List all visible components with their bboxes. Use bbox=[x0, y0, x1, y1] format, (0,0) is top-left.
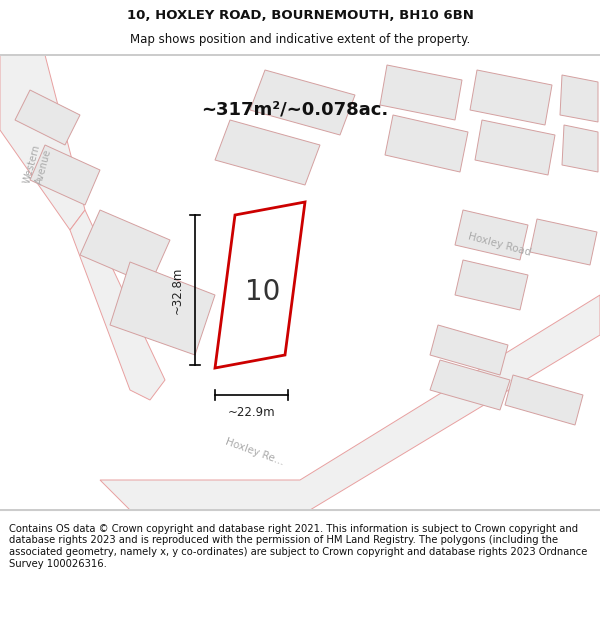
Polygon shape bbox=[430, 360, 510, 410]
Polygon shape bbox=[455, 260, 528, 310]
Text: 10: 10 bbox=[245, 278, 281, 306]
Polygon shape bbox=[215, 120, 320, 185]
Polygon shape bbox=[30, 145, 100, 205]
Polygon shape bbox=[380, 65, 462, 120]
Polygon shape bbox=[430, 325, 508, 375]
Text: Hoxley Road: Hoxley Road bbox=[467, 232, 533, 258]
Polygon shape bbox=[110, 262, 215, 355]
Text: ~32.8m: ~32.8m bbox=[170, 266, 184, 314]
Polygon shape bbox=[562, 125, 598, 172]
Text: Contains OS data © Crown copyright and database right 2021. This information is : Contains OS data © Crown copyright and d… bbox=[9, 524, 587, 569]
Text: Hoxley Re...: Hoxley Re... bbox=[224, 437, 286, 468]
Polygon shape bbox=[250, 70, 355, 135]
Polygon shape bbox=[100, 295, 600, 510]
Polygon shape bbox=[470, 70, 552, 125]
Text: Western
Avenue: Western Avenue bbox=[22, 143, 53, 187]
Text: 10, HOXLEY ROAD, BOURNEMOUTH, BH10 6BN: 10, HOXLEY ROAD, BOURNEMOUTH, BH10 6BN bbox=[127, 9, 473, 22]
Polygon shape bbox=[505, 375, 583, 425]
Polygon shape bbox=[215, 202, 305, 368]
Text: ~317m²/~0.078ac.: ~317m²/~0.078ac. bbox=[202, 101, 389, 119]
Polygon shape bbox=[455, 210, 528, 260]
Polygon shape bbox=[560, 75, 598, 122]
Polygon shape bbox=[15, 90, 80, 145]
Text: Map shows position and indicative extent of the property.: Map shows position and indicative extent… bbox=[130, 33, 470, 46]
Polygon shape bbox=[475, 120, 555, 175]
Polygon shape bbox=[385, 115, 468, 172]
Polygon shape bbox=[0, 55, 85, 230]
Polygon shape bbox=[70, 210, 165, 400]
Text: ~22.9m: ~22.9m bbox=[227, 406, 275, 419]
Polygon shape bbox=[530, 219, 597, 265]
Polygon shape bbox=[80, 210, 170, 285]
